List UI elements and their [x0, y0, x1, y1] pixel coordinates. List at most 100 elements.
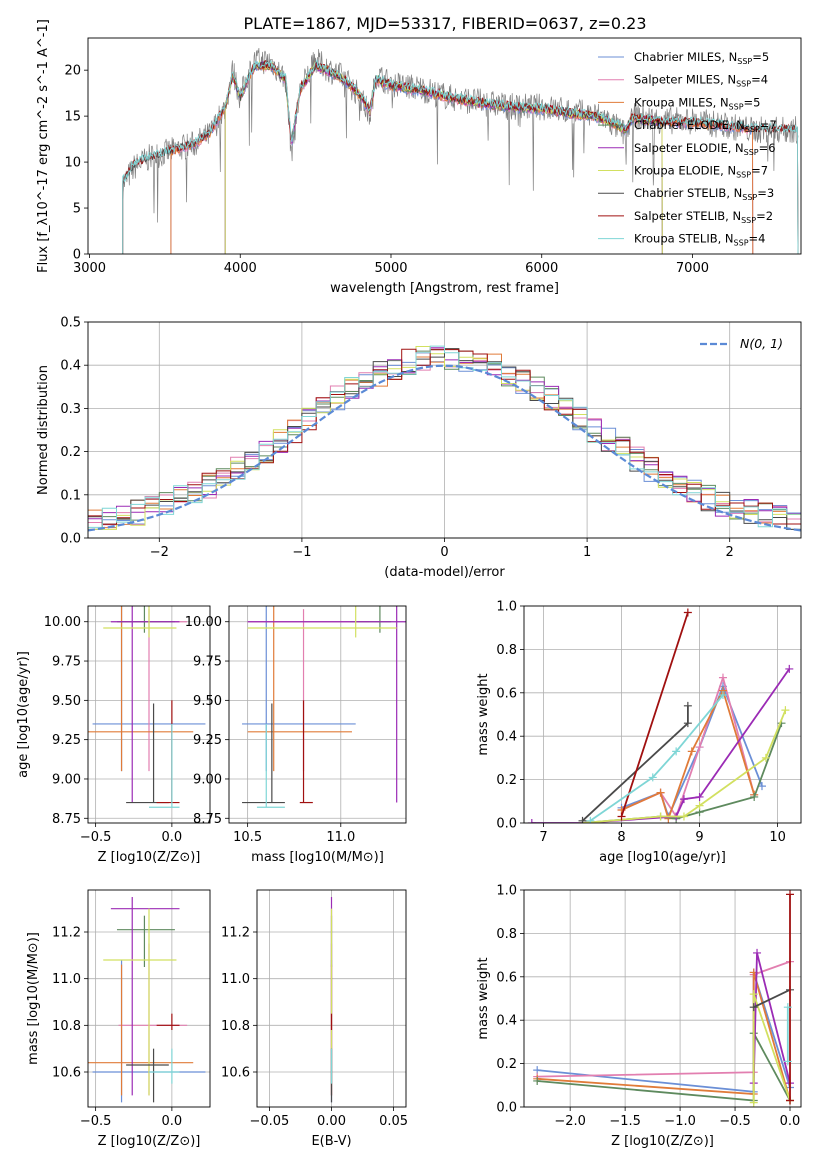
x-axis-label: (data-model)/error: [384, 565, 505, 580]
x-axis-label: Z [log10(Z/Z⊙)]: [98, 850, 201, 865]
series-marker: [695, 792, 704, 801]
axes-frame: [87, 321, 802, 539]
series-marker: [749, 1098, 758, 1107]
legend-entry: Kroupa MILES, NSSP=5: [634, 95, 760, 111]
series-marker: [533, 1076, 542, 1085]
series-marker: [695, 801, 704, 810]
axes-frame: [87, 605, 211, 824]
series-line: [531, 668, 791, 823]
y-tick-label: 0.2: [496, 773, 517, 788]
y-tick-label: 0.6: [496, 970, 517, 985]
legend-entry: Kroupa ELODIE, NSSP=7: [634, 164, 768, 180]
legend-entry: Salpeter STELIB, NSSP=2: [634, 209, 773, 225]
x-tick-label: 9: [695, 830, 703, 845]
series-marker: [749, 990, 758, 999]
y-tick-label: 1.0: [496, 884, 517, 899]
x-tick-label: −0.5: [719, 1114, 751, 1129]
series-marker: [783, 1003, 792, 1012]
legend-entry: Chabrier ELODIE, NSSP=7: [634, 118, 777, 134]
axes-frame: [523, 889, 802, 1108]
series-marker: [783, 1057, 792, 1066]
x-tick-label: 0.00: [317, 1114, 346, 1129]
y-tick-label: 10.00: [44, 615, 81, 630]
y-tick-label: 9.50: [52, 694, 81, 709]
y-tick-label: 1.0: [496, 600, 517, 615]
legend-entry: Salpeter MILES, NSSP=4: [634, 73, 768, 89]
x-tick-label: 7: [539, 830, 547, 845]
x-tick-label: 0.05: [379, 1114, 408, 1129]
series-line: [582, 709, 787, 823]
x-tick-label: −1.5: [609, 1114, 641, 1129]
series-marker: [695, 743, 704, 752]
panel-mass-vs-ebv: −0.05 0.00 0.05 10.6 10.8 11.0 11.2 E(B-V): [221, 889, 408, 1149]
y-tick-label: 0.6: [496, 686, 517, 701]
series-marker: [683, 701, 692, 710]
series-line: [537, 972, 791, 1101]
series-marker: [648, 773, 657, 782]
y-tick-label: 0.8: [496, 643, 517, 658]
y-tick-label: 0.4: [496, 730, 517, 745]
y-tick-label: 11.2: [52, 926, 81, 941]
x-axis-label: Z [log10(Z/Z⊙)]: [98, 1134, 201, 1149]
x-tick-label: 10.5: [233, 830, 262, 845]
series-line: [620, 612, 689, 817]
series-marker: [656, 788, 665, 797]
weight-lines: [533, 890, 795, 1107]
y-tick-label: 0.2: [60, 445, 81, 460]
x-tick-label: −1.0: [664, 1114, 696, 1129]
x-tick-label: 8: [617, 830, 625, 845]
y-axis-label: mass weight: [476, 673, 491, 755]
series-marker: [617, 812, 626, 821]
y-tick-label: 0.1: [60, 488, 81, 503]
x-tick-label: 3000: [73, 261, 106, 276]
axes-frame: [256, 889, 407, 1108]
y-tick-label: 10: [64, 156, 81, 171]
series-marker: [753, 948, 762, 957]
y-tick-label: 10.00: [185, 615, 222, 630]
y-tick-label: 0.8: [496, 927, 517, 942]
y-tick-label: 8.75: [193, 812, 222, 827]
x-tick-label: 6000: [525, 261, 558, 276]
error-bars: [242, 606, 406, 808]
spectrum-legend: Chabrier MILES, NSSP=5 Salpeter MILES, NS…: [598, 50, 777, 248]
legend-entry: Salpeter ELODIE, NSSP=6: [634, 141, 776, 157]
y-tick-label: 10.6: [221, 1066, 250, 1081]
axes-frame: [523, 605, 802, 824]
x-tick-label: 7000: [676, 261, 709, 276]
x-tick-label: 5000: [374, 261, 407, 276]
panel-age-vs-Z: −0.5 0.0 8.75 9.00 9.25 9.50 9.75 10.00 Z [log10…: [16, 605, 211, 865]
x-tick-label: −0.5: [80, 1114, 112, 1129]
figure-title: PLATE=1867, MJD=53317, FIBERID=0637, z=0…: [243, 14, 646, 33]
y-axis-label: mass [log10(M/M⊙)]: [26, 932, 41, 1065]
y-tick-label: 9.25: [52, 733, 81, 748]
x-axis-label: wavelength [Angstrom, rest frame]: [330, 281, 559, 296]
y-tick-label: 11.0: [221, 972, 250, 987]
y-tick-label: 0.4: [60, 359, 81, 374]
y-tick-label: 5: [73, 202, 81, 217]
model-spectrum: [224, 59, 663, 254]
y-tick-label: 10.6: [52, 1066, 81, 1081]
y-axis-label: Flux [f_λ10^-17 erg cm^-2 s^-1 A^-1]: [36, 19, 51, 273]
x-axis-label: E(B-V): [311, 1134, 351, 1149]
panel-age-vs-mass: 10.5 11.0 8.75 9.00 9.25 9.50 9.75 10.00 mass [l…: [185, 605, 407, 865]
series-line: [621, 688, 756, 822]
series-marker: [786, 890, 795, 899]
y-tick-label: 0.3: [60, 402, 81, 417]
series-marker: [672, 747, 681, 756]
y-tick-label: 9.00: [193, 772, 222, 787]
series-marker: [761, 753, 770, 762]
x-tick-label: 1: [583, 545, 591, 560]
x-tick-label: 2: [726, 545, 734, 560]
panel-residuals: −2 −1 0 1 2 0.0 0.1 0.2 0.3 0.4 0.5 (data-model)/er…: [36, 316, 802, 580]
series-marker: [718, 690, 727, 699]
y-tick-label: 9.25: [193, 733, 222, 748]
series-marker: [679, 812, 688, 821]
x-tick-label: 0.0: [162, 830, 183, 845]
legend-entry: Chabrier STELIB, NSSP=3: [634, 186, 774, 202]
x-tick-label: −2.0: [554, 1114, 586, 1129]
x-tick-label: −2: [150, 545, 169, 560]
y-tick-label: 0.4: [496, 1014, 517, 1029]
panel-massweight-vs-age: 7 8 9 10 0.0 0.2 0.4 0.6 0.8 1.0 age [log10(age/yr…: [476, 600, 802, 865]
series-line: [537, 960, 791, 1078]
series-line: [537, 1032, 791, 1102]
